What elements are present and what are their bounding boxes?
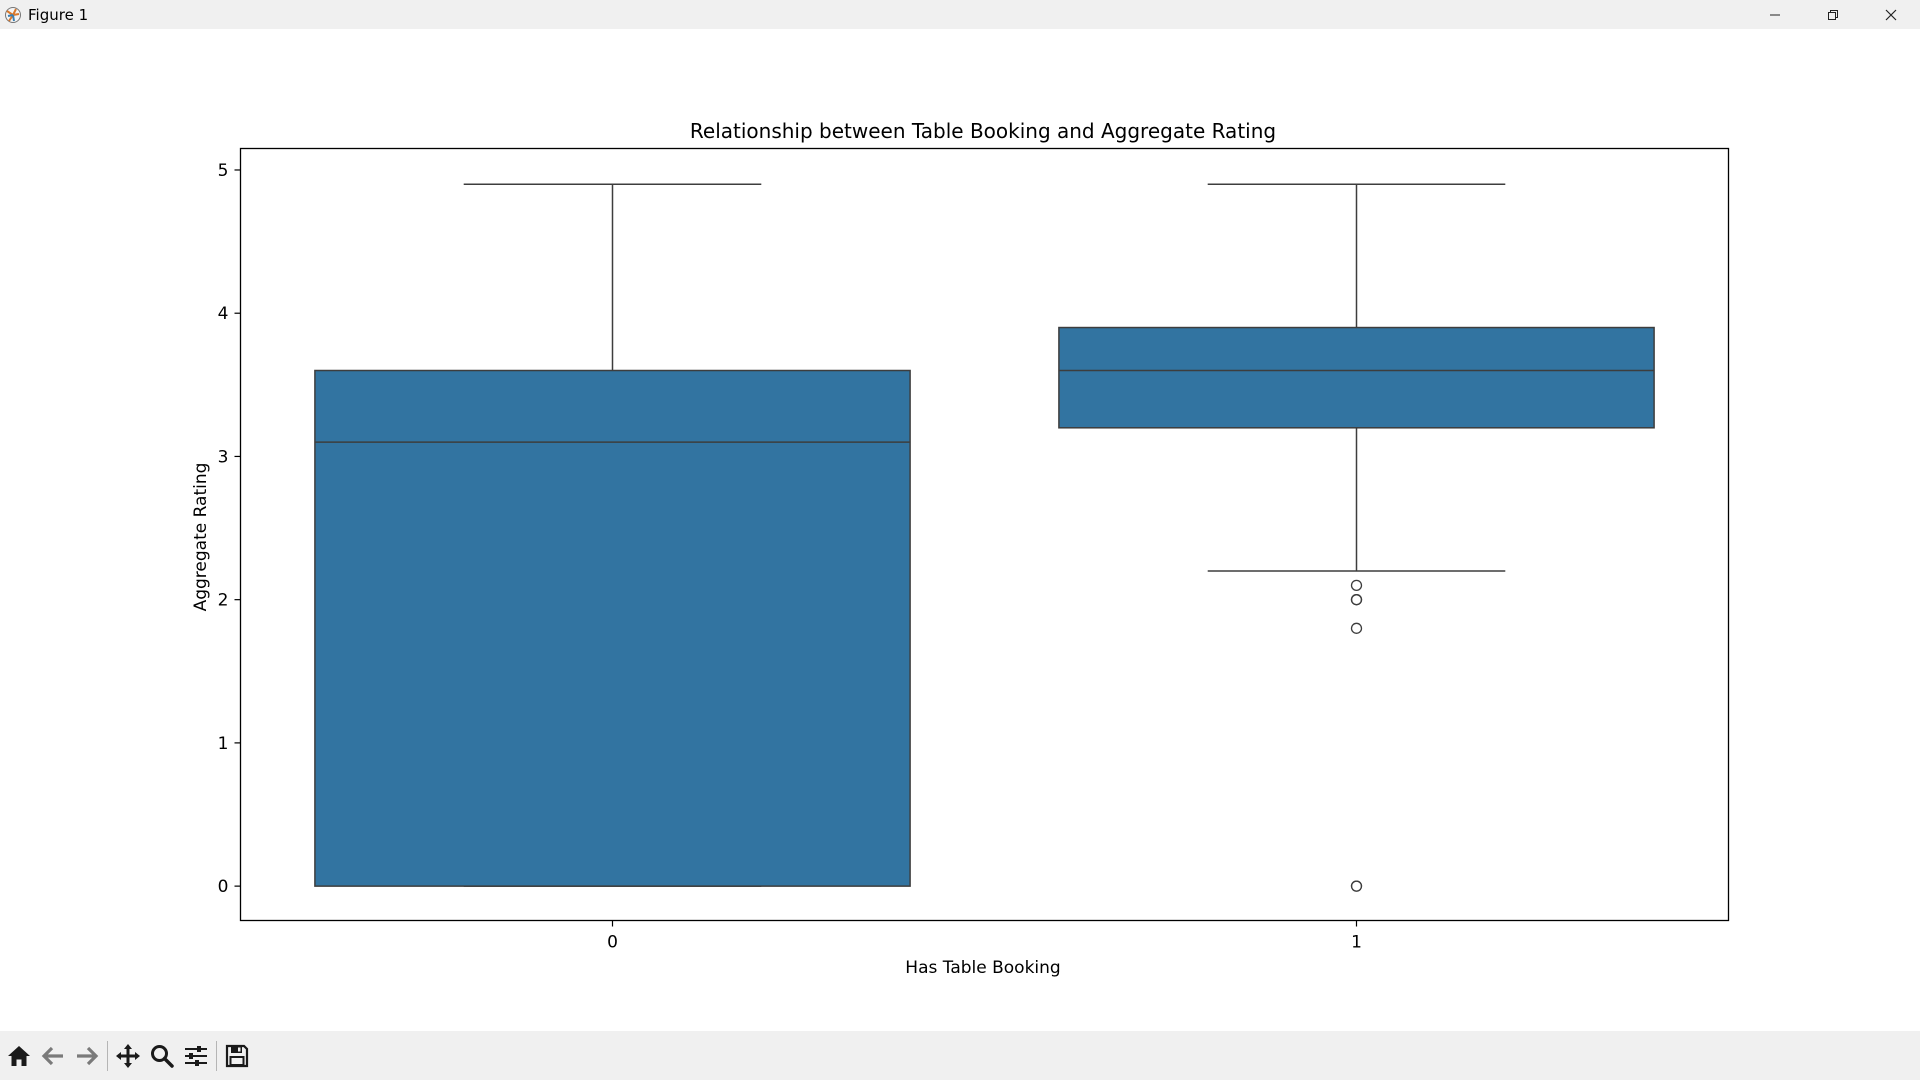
y-axis-label: Aggregate Rating (191, 463, 211, 612)
save-icon (225, 1044, 249, 1067)
zoom-icon (151, 1044, 174, 1068)
window-title: Figure 1 (28, 5, 89, 24)
window-titlebar: Figure 1 (0, 0, 1920, 29)
y-tick-label: 0 (218, 877, 229, 897)
toolbar-separator (216, 1040, 217, 1071)
window-controls (1746, 0, 1920, 29)
box-group-0 (314, 183, 911, 887)
minimize-button[interactable] (1746, 0, 1804, 29)
toolbar-separator (107, 1040, 108, 1071)
x-tick-label: 1 (1351, 933, 1362, 953)
chart-title: Relationship between Table Booking and A… (690, 119, 1276, 143)
outlier-point (1350, 579, 1363, 591)
minimize-icon (1770, 14, 1780, 15)
y-tick-label: 5 (218, 161, 229, 181)
y-tick-label: 1 (218, 734, 229, 754)
back-button[interactable] (36, 1038, 70, 1074)
configure-subplots-icon (185, 1045, 207, 1066)
y-tick-label: 2 (218, 591, 229, 611)
restore-icon (1828, 9, 1838, 20)
home-button[interactable] (2, 1038, 36, 1074)
outlier-point (1350, 594, 1363, 606)
close-icon (1885, 9, 1897, 20)
box-group-1 (1058, 183, 1655, 892)
forward-button[interactable] (70, 1038, 104, 1074)
outlier-point (1350, 880, 1363, 892)
pan-button[interactable] (111, 1038, 145, 1074)
figure-canvas[interactable]: Relationship between Table Booking and A… (0, 29, 1920, 1031)
restore-button[interactable] (1804, 0, 1862, 29)
x-tick-label: 0 (607, 933, 618, 953)
axes-frame (239, 147, 1730, 922)
y-tick-label: 3 (218, 447, 229, 467)
x-axis-label: Has Table Booking (905, 958, 1060, 978)
navigation-toolbar (0, 1031, 1920, 1080)
boxplot-chart: Relationship between Table Booking and A… (191, 119, 1730, 978)
matplotlib-app-icon (5, 6, 21, 23)
home-icon (8, 1045, 30, 1066)
pan-icon (116, 1043, 140, 1068)
back-arrow-icon (41, 1046, 63, 1065)
y-tick-label: 4 (218, 304, 229, 324)
configure-subplots-button[interactable] (179, 1038, 213, 1074)
save-button[interactable] (220, 1038, 254, 1074)
box-iqr (314, 369, 911, 887)
forward-arrow-icon (77, 1046, 99, 1065)
outlier-point (1350, 622, 1363, 634)
box-iqr (1058, 326, 1655, 429)
zoom-button[interactable] (145, 1038, 179, 1074)
close-button[interactable] (1862, 0, 1920, 29)
